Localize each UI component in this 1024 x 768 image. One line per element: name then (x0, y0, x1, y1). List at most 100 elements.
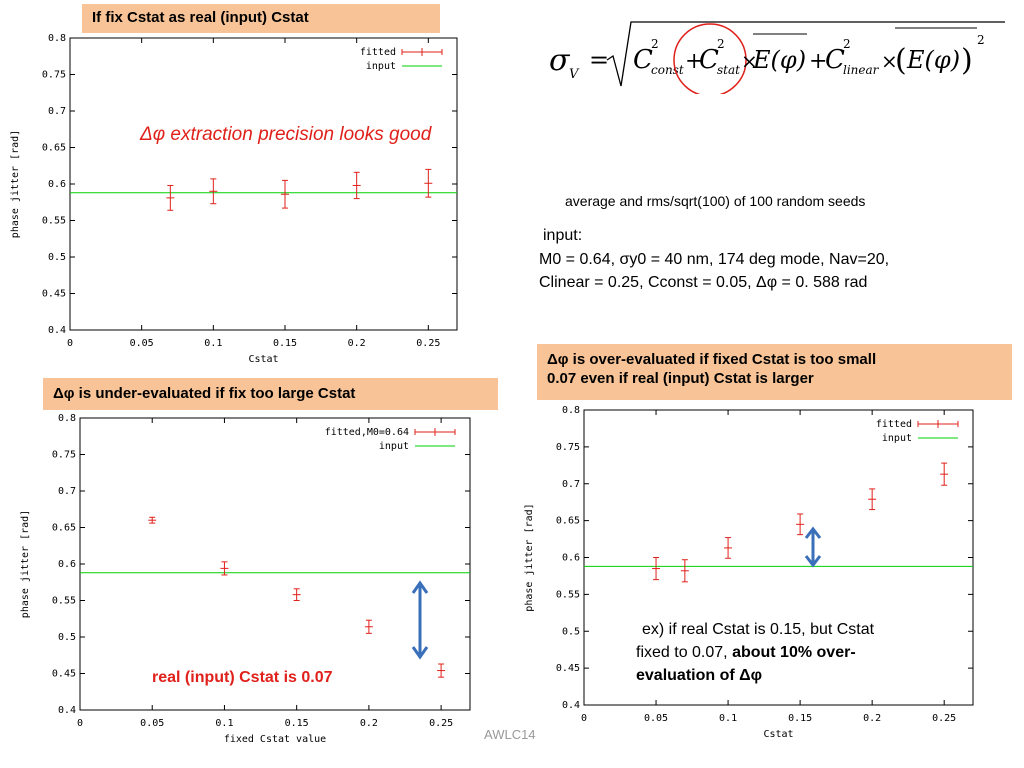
chart2-legend-fitted: fitted (876, 419, 912, 430)
chart2-ytick-label: 0.65 (556, 516, 580, 527)
chart1-legend-input: input (379, 441, 409, 452)
chart1-point (220, 561, 229, 576)
chart0-ytick-label: 0.75 (42, 70, 66, 81)
chart0-ylabel: phase jitter [rad] (10, 130, 21, 238)
chart-bottom-right: 0 0.05 0.1 0.15 0.2 0.25 0.4 0.45 0.5 0.55 0.6 0.65… (524, 405, 974, 740)
chart2-point (796, 513, 805, 536)
chart2-ytick-label: 0.55 (556, 589, 580, 600)
chart1-point (437, 663, 446, 678)
chart2-ytick-label: 0.4 (562, 700, 580, 711)
chart2-point (724, 537, 733, 559)
chart2-xtick-label: 0.15 (788, 713, 812, 724)
chart1-xtick-label: 0.05 (140, 718, 164, 729)
chart1-point (292, 588, 301, 601)
chart2-ytick-label: 0.5 (562, 626, 580, 637)
chart-top-left: 0 0.05 0.1 0.15 0.2 0.25 0.4 0.45 0.5 0.55 0.6 0.65… (10, 33, 458, 365)
chart0-xtick-label: 0.2 (348, 338, 366, 349)
chart0-legend-input: input (366, 61, 396, 72)
chart2-xtick-label: 0.2 (863, 713, 881, 724)
formula: σ V = C 2 const + C 2 stat × E(φ) + C 2 … (545, 14, 1015, 97)
title-bottom-left: Δφ is under-evaluated if fix too large C… (43, 378, 498, 410)
formula-e1: E(φ) (752, 46, 806, 74)
input-line1: M0 = 0.64, σy0 = 40 nm, 174 deg mode, Na… (539, 251, 890, 268)
arrow-bottom-left-head-up (411, 580, 429, 594)
example-note: ex) if real Cstat is 0.15, but Cstat fix… (636, 618, 874, 687)
footer-label: AWLC14 (484, 727, 536, 742)
chart2-ytick-label: 0.8 (562, 405, 580, 416)
chart2-xtick-label: 0.1 (719, 713, 737, 724)
chart1-xtick-label: 0.15 (285, 718, 309, 729)
chart1-ytick-label: 0.4 (58, 705, 76, 716)
title-bottom-right-line2: 0.07 even if real (input) Cstat is large… (547, 370, 814, 387)
formula-c2-sup: 2 (717, 37, 725, 51)
example-line1: ex) if real Cstat is 0.15, but Cstat (642, 621, 875, 638)
chart0-point (352, 171, 361, 200)
chart2-xtick-label: 0 (581, 713, 587, 724)
chart0-point (166, 184, 175, 211)
chart2-frame (583, 409, 974, 706)
chart1-ytick-label: 0.75 (52, 450, 76, 461)
arrow-bottom-right (804, 526, 822, 568)
chart0-ytick-label: 0.65 (42, 143, 66, 154)
formula-paren-open: ( (895, 43, 907, 78)
formula-times1: × (741, 49, 758, 73)
real-cstat-note: real (input) Cstat is 0.07 (152, 669, 333, 686)
formula-c1-sup: 2 (651, 37, 659, 51)
formula-sq-sup: 2 (977, 33, 985, 47)
example-line2-bold: about 10% over- (732, 644, 856, 661)
chart1-ytick-label: 0.8 (58, 413, 76, 424)
chart1-xtick-label: 0.25 (429, 718, 453, 729)
chart0-ytick-label: 0.7 (48, 106, 66, 117)
chart2-ytick-label: 0.45 (556, 663, 580, 674)
chart1-ytick-label: 0.45 (52, 669, 76, 680)
title-top-left: If fix Cstat as real (input) Cstat (82, 4, 440, 33)
formula-c1-sub: const (651, 63, 684, 77)
chart0-xtick-label: 0.15 (273, 338, 297, 349)
formula-c1: C (633, 45, 653, 75)
example-line3: evaluation of Δφ (636, 667, 763, 684)
chart1-xtick-label: 0.2 (360, 718, 378, 729)
chart2-ytick-label: 0.6 (562, 553, 580, 564)
chart0-ytick-label: 0.6 (48, 179, 66, 190)
formula-c3-sub: linear (843, 63, 880, 77)
chart0-ytick-label: 0.45 (42, 289, 66, 300)
chart1-point (148, 516, 157, 524)
chart1-xtick-label: 0 (77, 718, 83, 729)
input-label: input: (543, 227, 583, 244)
chart0-point (281, 179, 289, 209)
chart1-ytick-label: 0.7 (58, 486, 76, 497)
chart0-ytick-label: 0.4 (48, 325, 66, 336)
arrow-bottom-right-head-down (804, 555, 822, 568)
input-line2: Clinear = 0.25, Cconst = 0.05, Δφ = 0. 5… (539, 274, 868, 291)
formula-svg: σ V = C 2 const + C 2 stat × E(φ) + C 2 … (549, 21, 1005, 97)
example-line2-plain: fixed to 0.07, (636, 644, 733, 661)
chart1-ytick-label: 0.6 (58, 559, 76, 570)
chart0-ytick-label: 0.55 (42, 216, 66, 227)
arrow-bottom-right-head-up (804, 526, 822, 539)
chart2-point (868, 488, 877, 511)
formula-equals: = (589, 46, 609, 74)
chart2-ylabel: phase jitter [rad] (524, 503, 535, 611)
chart0-xtick-label: 0 (67, 338, 73, 349)
chart0-ytick-label: 0.5 (48, 252, 66, 263)
formula-sqrt (606, 21, 1005, 87)
formula-plus1: + (685, 49, 703, 74)
chart1-ylabel: phase jitter [rad] (20, 510, 31, 618)
formula-paren-close: ) (961, 43, 973, 78)
chart1-ytick-label: 0.55 (52, 596, 76, 607)
chart2-legend-input: input (882, 433, 912, 444)
chart2-xlabel: Cstat (763, 729, 793, 740)
average-note: average and rms/sqrt(100) of 100 random … (565, 193, 866, 209)
chart2-ytick-label: 0.7 (562, 479, 580, 490)
formula-lhs-sub: V (569, 67, 580, 82)
chart1-point (364, 619, 373, 634)
precision-note: Δφ extraction precision looks good (140, 124, 432, 145)
chart1-xlabel: fixed Cstat value (224, 734, 326, 745)
chart2-point (940, 462, 949, 486)
chart0-legend-fitted: fitted (360, 47, 396, 58)
arrow-bottom-left (411, 580, 429, 660)
formula-c3-sup: 2 (843, 37, 851, 51)
arrow-bottom-left-head-down (411, 646, 429, 660)
chart0-ytick-label: 0.8 (48, 33, 66, 44)
title-bottom-right-line1: Δφ is over-evaluated if fixed Cstat is t… (547, 351, 877, 368)
